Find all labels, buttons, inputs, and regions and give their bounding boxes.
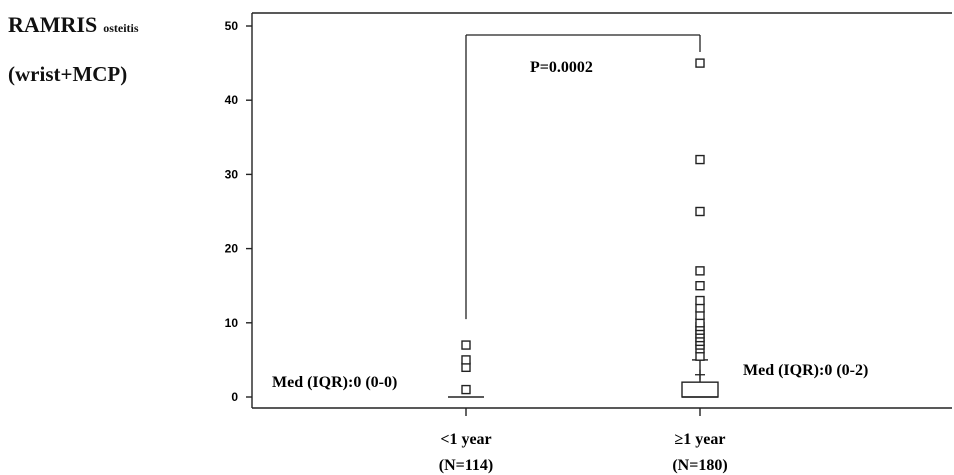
outlier-point-2-14	[695, 266, 705, 276]
x-category-n-1: (N=114)	[439, 457, 493, 474]
box-iqr-2	[681, 381, 719, 398]
y-tick-label-0: 0	[231, 390, 238, 404]
x-category-label-1: <1 year	[440, 431, 491, 448]
y-axis-title-main: RAMRIS	[8, 12, 98, 37]
y-axis-title-subscript: osteitis	[103, 21, 139, 35]
outlier-point-2-15	[695, 206, 705, 217]
y-axis-title: RAMRIS osteitis (wrist+MCP)	[8, 12, 139, 85]
y-tick-label-40: 40	[225, 93, 239, 107]
outlier-point-1-1	[461, 384, 471, 395]
y-tick-label-10: 10	[225, 316, 239, 330]
y-tick-label-30: 30	[225, 167, 239, 181]
annotation-median-group-1: Med (IQR):0 (0-0)	[272, 374, 397, 391]
annotation-median-group-2: Med (IQR):0 (0-2)	[743, 362, 868, 379]
y-tick-label-50: 50	[225, 19, 239, 33]
annotation-p-value: P=0.0002	[530, 59, 593, 76]
outlier-point-1-4	[461, 340, 471, 350]
x-category-label-2: ≥1 year	[675, 431, 726, 448]
outlier-point-2-12	[695, 295, 705, 306]
outlier-point-2-17	[695, 58, 705, 68]
x-category-n-2: (N=180)	[672, 457, 727, 474]
y-axis-title-line2: (wrist+MCP)	[8, 62, 128, 86]
outlier-point-2-16	[695, 154, 705, 165]
outlier-point-2-13	[695, 281, 705, 291]
outlier-point-1-3	[461, 355, 471, 365]
y-tick-label-20: 20	[225, 242, 239, 256]
